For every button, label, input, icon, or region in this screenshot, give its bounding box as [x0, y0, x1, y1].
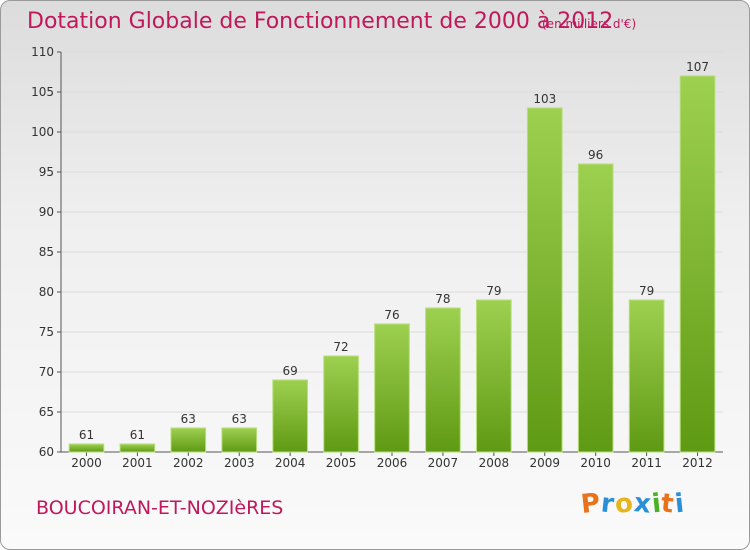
y-tick-label: 90	[39, 205, 54, 219]
x-tick-label: 2007	[428, 456, 459, 470]
data-label: 63	[232, 412, 247, 426]
bar	[272, 379, 308, 453]
bar	[425, 307, 461, 453]
bars	[68, 75, 716, 453]
bar	[476, 299, 512, 453]
x-tick-label: 2006	[377, 456, 408, 470]
bar	[323, 355, 359, 453]
data-label: 76	[384, 308, 399, 322]
x-tick-label: 2001	[122, 456, 153, 470]
y-tick-label: 95	[39, 165, 54, 179]
y-tick-label: 80	[39, 285, 54, 299]
bar	[628, 299, 665, 453]
data-label: 96	[588, 148, 603, 162]
data-label: 79	[486, 284, 501, 298]
bar	[221, 427, 258, 453]
x-tick-label: 2012	[682, 456, 713, 470]
proxiti-logo: Proxiti	[579, 488, 687, 520]
y-tick-label: 70	[39, 365, 54, 379]
chart-subtitle: (en milliers d'€)	[542, 17, 637, 31]
x-tick-label: 2004	[275, 456, 306, 470]
data-label: 61	[130, 428, 145, 442]
data-label: 79	[639, 284, 654, 298]
y-tick-label: 75	[39, 325, 54, 339]
bar	[679, 75, 716, 453]
bar	[526, 107, 563, 453]
data-label: 78	[435, 292, 450, 306]
bar	[119, 443, 156, 453]
x-tick-label: 2010	[580, 456, 611, 470]
x-tick-label: 2003	[224, 456, 255, 470]
bar	[170, 427, 207, 453]
x-tick-label: 2011	[631, 456, 662, 470]
data-label: 61	[79, 428, 94, 442]
x-tick-label: 2005	[326, 456, 357, 470]
labels: 61 61 63 63 69 72 76 78 79 103 96 79 107	[79, 60, 709, 442]
logo-letter: i	[673, 488, 687, 520]
bar	[374, 323, 410, 453]
x-tick-label: 2002	[173, 456, 204, 470]
bar	[577, 163, 614, 453]
y-tick-label: 100	[31, 125, 54, 139]
x-tick-label: 2008	[479, 456, 510, 470]
data-label: 72	[333, 340, 348, 354]
bar	[68, 443, 105, 453]
data-label: 69	[283, 364, 298, 378]
chart-title: Dotation Globale de Fonctionnement de 20…	[27, 9, 614, 34]
y-tick-label: 65	[39, 405, 54, 419]
data-label: 107	[686, 60, 709, 74]
y-tick-label: 105	[31, 85, 54, 99]
bar-chart: 60 65 70 75 80 85 90 95 100 105 110 2000 2001 2002 200…	[31, 45, 723, 470]
data-label: 103	[533, 92, 556, 106]
x-tick-label: 2000	[71, 456, 102, 470]
data-label: 63	[181, 412, 196, 426]
y-tick-label: 85	[39, 245, 54, 259]
commune-name: BOUCOIRAN-ET-NOZIèRES	[36, 497, 284, 519]
y-tick-label: 60	[39, 445, 54, 459]
x-tick-label: 2009	[529, 456, 560, 470]
y-tick-label: 110	[31, 45, 54, 59]
